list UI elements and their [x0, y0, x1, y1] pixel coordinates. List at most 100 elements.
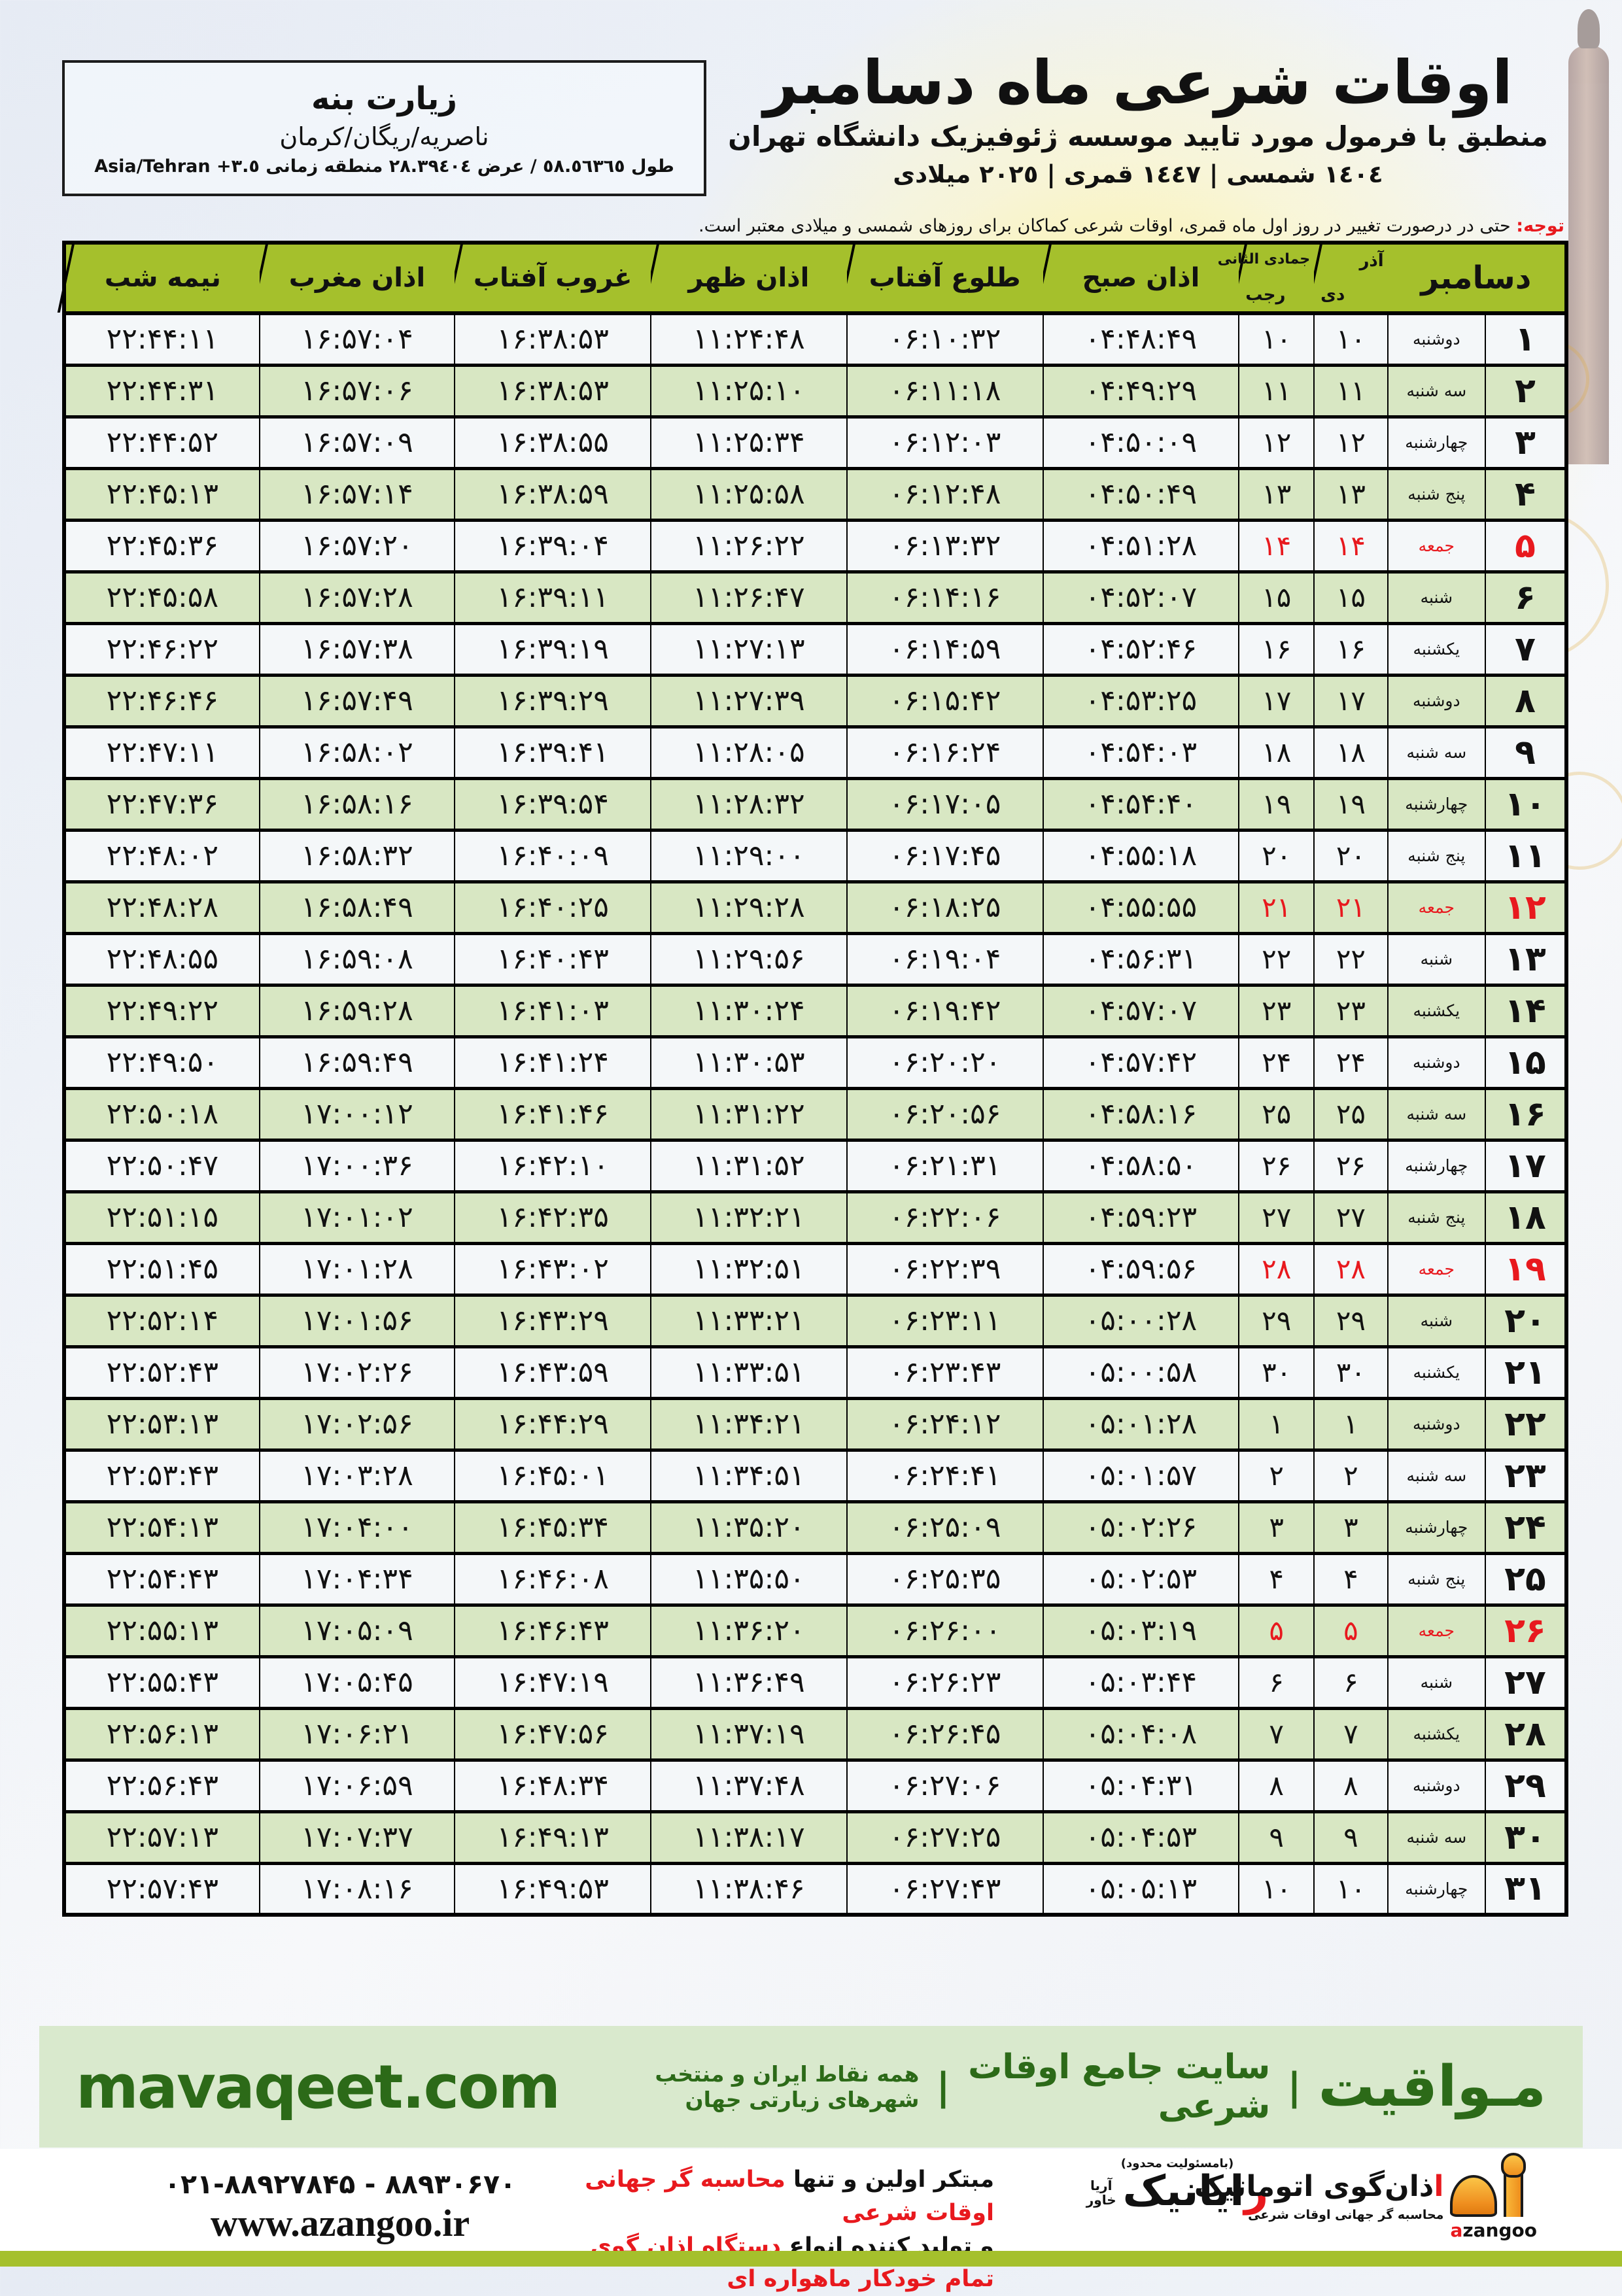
- page-title: اوقات شرعی ماه دسامبر: [713, 48, 1563, 118]
- solar-month-top-label: آذر: [1359, 251, 1383, 271]
- solar-day-cell: ۲۷: [1314, 1191, 1388, 1243]
- sunset-time-cell: ۱۶:۴۶:۰۸: [455, 1553, 651, 1605]
- fajr-time-cell: ۰۵:۰۲:۲۶: [1043, 1501, 1239, 1553]
- weekday-cell: شنبه: [1388, 1295, 1485, 1346]
- solar-day-cell: ۲۱: [1314, 882, 1388, 933]
- table-row: ۵ جمعه ۱۴ ۱۴ ۰۴:۵۱:۲۸ ۰۶:۱۳:۳۲ ۱۱:۲۶:۲۲ …: [64, 520, 1566, 572]
- midnight-time-cell: ۲۲:۴۷:۱۱: [64, 727, 260, 778]
- maghrib-time-cell: ۱۶:۵۷:۰۹: [260, 417, 455, 468]
- azangoo-subtitle: محاسبه گر جهانی اوقات شرعی: [1194, 2208, 1444, 2222]
- dhuhr-time-cell: ۱۱:۳۷:۱۹: [651, 1708, 847, 1760]
- weekday-cell: یکشنبه: [1388, 1346, 1485, 1398]
- midnight-time-cell: ۲۲:۵۱:۱۵: [64, 1191, 260, 1243]
- title-block: اوقات شرعی ماه دسامبر منطبق با فرمول مور…: [713, 48, 1563, 188]
- solar-day-cell: ۱۹: [1314, 778, 1388, 830]
- weekday-cell: پنج شنبه: [1388, 830, 1485, 882]
- table-row: ۱۶ سه شنبه ۲۵ ۲۵ ۰۴:۵۸:۱۶ ۰۶:۲۰:۵۶ ۱۱:۳۱…: [64, 1088, 1566, 1140]
- table-row: ۱ دوشنبه ۱۰ ۱۰ ۰۴:۴۸:۴۹ ۰۶:۱۰:۳۲ ۱۱:۲۴:۴…: [64, 313, 1566, 365]
- table-row: ۱۴ یکشنبه ۲۳ ۲۳ ۰۴:۵۷:۰۷ ۰۶:۱۹:۴۲ ۱۱:۳۰:…: [64, 985, 1566, 1037]
- solar-day-cell: ۲۰: [1314, 830, 1388, 882]
- weekday-cell: سه شنبه: [1388, 1811, 1485, 1863]
- midnight-time-cell: ۲۲:۴۸:۲۸: [64, 882, 260, 933]
- sunset-time-cell: ۱۶:۴۳:۵۹: [455, 1346, 651, 1398]
- lunar-day-cell: ۲۷: [1239, 1191, 1314, 1243]
- maghrib-time-cell: ۱۶:۵۸:۱۶: [260, 778, 455, 830]
- sunrise-time-cell: ۰۶:۲۲:۰۶: [847, 1191, 1043, 1243]
- solar-day-cell: ۱۰: [1314, 1863, 1388, 1915]
- fajr-time-cell: ۰۴:۵۰:۴۹: [1043, 468, 1239, 520]
- table-row: ۳۱ چهارشنبه ۱۰ ۱۰ ۰۵:۰۵:۱۳ ۰۶:۲۷:۴۳ ۱۱:۳…: [64, 1863, 1566, 1915]
- midnight-time-cell: ۲۲:۵۱:۴۵: [64, 1243, 260, 1295]
- midnight-time-cell: ۲۲:۵۴:۴۳: [64, 1553, 260, 1605]
- weekday-cell: پنج شنبه: [1388, 468, 1485, 520]
- fajr-time-cell: ۰۴:۵۰:۰۹: [1043, 417, 1239, 468]
- maghrib-time-cell: ۱۷:۰۴:۰۰: [260, 1501, 455, 1553]
- lunar-day-cell: ۸: [1239, 1760, 1314, 1811]
- december-day-cell: ۲۸: [1485, 1708, 1566, 1760]
- lunar-day-cell: ۱۶: [1239, 623, 1314, 675]
- solar-day-cell: ۲۶: [1314, 1140, 1388, 1191]
- sunset-time-cell: ۱۶:۴۵:۳۴: [455, 1501, 651, 1553]
- fajr-time-cell: ۰۴:۵۷:۴۲: [1043, 1037, 1239, 1088]
- maghrib-time-cell: ۱۷:۰۵:۰۹: [260, 1605, 455, 1656]
- dhuhr-time-cell: ۱۱:۲۴:۴۸: [651, 313, 847, 365]
- solar-day-cell: ۱۰: [1314, 313, 1388, 365]
- sunset-time-cell: ۱۶:۳۸:۵۵: [455, 417, 651, 468]
- weekday-cell: دوشنبه: [1388, 675, 1485, 727]
- sunrise-time-cell: ۰۶:۱۸:۲۵: [847, 882, 1043, 933]
- lunar-day-cell: ۲۳: [1239, 985, 1314, 1037]
- column-header-lunar-month: جمادی الثانی رجب: [1239, 243, 1314, 313]
- weekday-cell: چهارشنبه: [1388, 1501, 1485, 1553]
- sunrise-time-cell: ۰۶:۱۷:۴۵: [847, 830, 1043, 882]
- lunar-day-cell: ۱۱: [1239, 365, 1314, 417]
- banner-persian-side: مـواقیت | سایت جامع اوقات شرعی | همه نقا…: [559, 2048, 1546, 2126]
- maghrib-time-cell: ۱۷:۰۰:۱۲: [260, 1088, 455, 1140]
- december-day-cell: ۸: [1485, 675, 1566, 727]
- december-day-cell: ۲۴: [1485, 1501, 1566, 1553]
- table-row: ۱۳ شنبه ۲۲ ۲۲ ۰۴:۵۶:۳۱ ۰۶:۱۹:۰۴ ۱۱:۲۹:۵۶…: [64, 933, 1566, 985]
- table-row: ۲۹ دوشنبه ۸ ۸ ۰۵:۰۴:۳۱ ۰۶:۲۷:۰۶ ۱۱:۳۷:۴۸…: [64, 1760, 1566, 1811]
- weekday-cell: دوشنبه: [1388, 313, 1485, 365]
- lunar-day-cell: ۱۳: [1239, 468, 1314, 520]
- sunset-time-cell: ۱۶:۴۹:۵۳: [455, 1863, 651, 1915]
- dhuhr-time-cell: ۱۱:۲۷:۳۹: [651, 675, 847, 727]
- footer-slogan: مبتکر اولین و تنها محاسبه گر جهانی اوقات…: [562, 2163, 994, 2296]
- weekday-cell: یکشنبه: [1388, 623, 1485, 675]
- solar-day-cell: ۲۴: [1314, 1037, 1388, 1088]
- sunset-time-cell: ۱۶:۳۸:۵۹: [455, 468, 651, 520]
- solar-month-bottom-label: دی: [1320, 285, 1345, 305]
- dhuhr-time-cell: ۱۱:۳۵:۵۰: [651, 1553, 847, 1605]
- sunrise-time-cell: ۰۶:۲۴:۴۱: [847, 1450, 1043, 1501]
- maghrib-time-cell: ۱۶:۵۹:۲۸: [260, 985, 455, 1037]
- lunar-day-cell: ۷: [1239, 1708, 1314, 1760]
- fajr-time-cell: ۰۵:۰۰:۲۸: [1043, 1295, 1239, 1346]
- footer-contact-block: ۰۲۱-۸۸۹۲۷۸۴۵ - ۸۸۹۳۰۶۷۰ www.azangoo.ir: [98, 2168, 582, 2245]
- maghrib-time-cell: ۱۶:۵۸:۳۲: [260, 830, 455, 882]
- dhuhr-time-cell: ۱۱:۳۳:۲۱: [651, 1295, 847, 1346]
- table-row: ۲۲ دوشنبه ۱ ۱ ۰۵:۰۱:۲۸ ۰۶:۲۴:۱۲ ۱۱:۳۴:۲۱…: [64, 1398, 1566, 1450]
- sunrise-time-cell: ۰۶:۲۶:۲۳: [847, 1656, 1043, 1708]
- december-day-cell: ۱۷: [1485, 1140, 1566, 1191]
- fajr-time-cell: ۰۴:۵۳:۲۵: [1043, 675, 1239, 727]
- lunar-day-cell: ۴: [1239, 1553, 1314, 1605]
- maghrib-time-cell: ۱۶:۵۷:۳۸: [260, 623, 455, 675]
- dhuhr-time-cell: ۱۱:۲۹:۲۸: [651, 882, 847, 933]
- solar-day-cell: ۷: [1314, 1708, 1388, 1760]
- maghrib-time-cell: ۱۶:۵۹:۴۹: [260, 1037, 455, 1088]
- dhuhr-time-cell: ۱۱:۲۸:۰۵: [651, 727, 847, 778]
- solar-day-cell: ۹: [1314, 1811, 1388, 1863]
- solar-day-cell: ۲۸: [1314, 1243, 1388, 1295]
- dome-shape: [1450, 2175, 1497, 2217]
- solar-day-cell: ۲: [1314, 1450, 1388, 1501]
- solar-day-cell: ۱۳: [1314, 468, 1388, 520]
- december-day-cell: ۳: [1485, 417, 1566, 468]
- table-row: ۳۰ سه شنبه ۹ ۹ ۰۵:۰۴:۵۳ ۰۶:۲۷:۲۵ ۱۱:۳۸:۱…: [64, 1811, 1566, 1863]
- column-header-maghrib: اذان مغرب: [260, 243, 455, 313]
- solar-day-cell: ۳۰: [1314, 1346, 1388, 1398]
- dhuhr-time-cell: ۱۱:۳۲:۲۱: [651, 1191, 847, 1243]
- azangoo-name-fa: اذان‌گوی اتوماتیک: [1194, 2172, 1444, 2201]
- sunset-time-cell: ۱۶:۴۱:۴۶: [455, 1088, 651, 1140]
- sunrise-time-cell: ۰۶:۲۴:۱۲: [847, 1398, 1043, 1450]
- column-header-sunrise: طلوع آفتاب: [847, 243, 1043, 313]
- column-header-fajr: اذان صبح: [1043, 243, 1239, 313]
